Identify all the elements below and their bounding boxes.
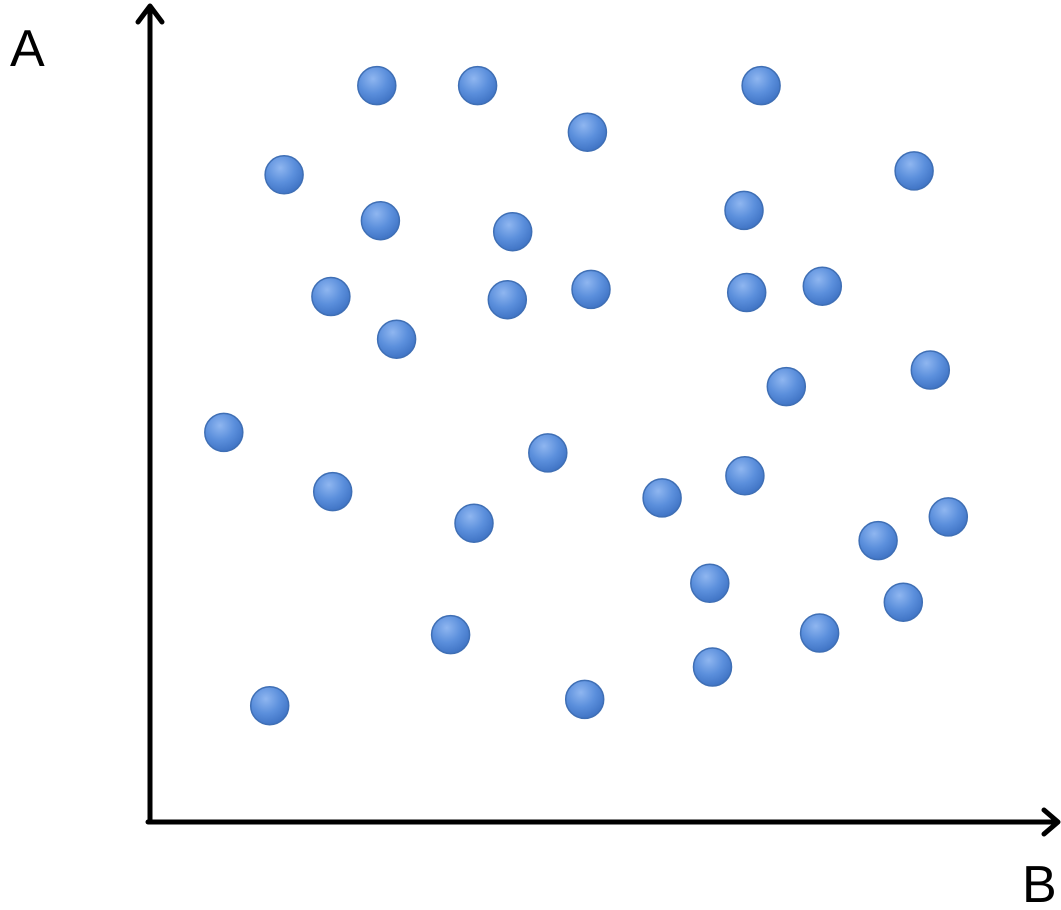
data-point-13 — [487, 279, 528, 320]
data-point-18 — [204, 412, 244, 453]
data-point-1 — [357, 65, 397, 106]
data-point-4 — [567, 112, 608, 152]
data-point-26 — [690, 563, 730, 604]
data-point-23 — [454, 503, 494, 543]
data-point-3 — [741, 65, 781, 106]
data-point-24 — [928, 497, 969, 537]
data-point-2 — [457, 65, 498, 106]
data-point-20 — [725, 456, 765, 496]
data-point-19 — [528, 433, 568, 473]
y-axis-label: A — [10, 20, 45, 78]
data-point-30 — [692, 647, 733, 687]
data-point-25 — [858, 520, 898, 561]
data-point-14 — [726, 272, 767, 313]
data-points — [204, 65, 969, 726]
data-point-6 — [894, 151, 934, 191]
data-point-10 — [571, 269, 611, 310]
data-point-29 — [799, 613, 840, 653]
data-point-7 — [724, 190, 764, 231]
data-point-22 — [642, 478, 682, 518]
data-point-27 — [883, 582, 924, 622]
y-axis-arrowhead — [135, 3, 165, 25]
data-point-11 — [802, 266, 843, 306]
data-point-8 — [360, 200, 401, 241]
data-point-21 — [312, 471, 353, 512]
x-axis-arrowhead — [1041, 807, 1061, 837]
data-point-15 — [376, 319, 417, 359]
data-point-31 — [564, 679, 605, 720]
data-point-28 — [430, 614, 471, 655]
data-point-32 — [249, 685, 290, 726]
data-point-5 — [264, 155, 304, 195]
data-point-17 — [766, 366, 807, 407]
data-point-16 — [910, 350, 951, 390]
data-point-12 — [311, 276, 351, 317]
x-axis-label: B — [1022, 856, 1057, 910]
data-point-9 — [492, 211, 533, 252]
